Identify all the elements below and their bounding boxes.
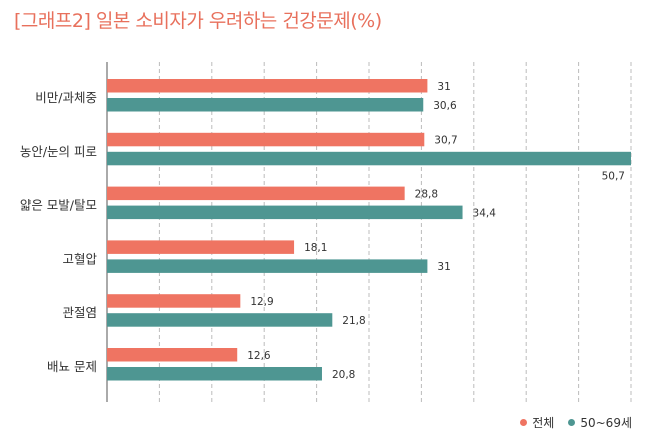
- data-label: 21,8: [342, 315, 365, 327]
- bar-all: [107, 79, 428, 93]
- data-label: 34,4: [473, 207, 497, 219]
- category-label: 농안/눈의 피로: [20, 144, 97, 159]
- data-label: 18,1: [304, 242, 327, 254]
- legend-swatch-age: [568, 419, 576, 426]
- data-label: 12,6: [247, 350, 271, 362]
- legend-label-all: 전체: [532, 416, 555, 430]
- category-label: 배뇨 문제: [47, 359, 97, 374]
- category-label: 고혈압: [62, 251, 97, 266]
- data-label: 12,9: [250, 296, 273, 308]
- bar-age: [107, 205, 463, 220]
- bar-all: [107, 240, 295, 254]
- data-label: 30,7: [434, 135, 457, 147]
- data-label: 28,8: [415, 188, 438, 200]
- legend-label-age: 50~69세: [580, 416, 632, 430]
- bar-age: [107, 313, 333, 327]
- bar-age: [107, 259, 428, 273]
- legend-item-age: 50~69세: [568, 414, 632, 431]
- bar-all: [107, 132, 425, 147]
- legend-swatch-all: [520, 419, 528, 426]
- data-label: 30,6: [433, 100, 457, 112]
- bar-age: [107, 151, 631, 166]
- bar-all: [107, 294, 241, 308]
- category-label: 얇은 모발/탈모: [20, 198, 97, 213]
- chart-title: [그래프2] 일본 소비자가 우려하는 건강문제(%): [14, 10, 382, 32]
- bar-all: [107, 348, 238, 362]
- category-label: 비만/과체중: [35, 90, 97, 105]
- data-label: 50,7: [602, 170, 625, 182]
- bar-all: [107, 186, 405, 201]
- category-label: 관절염: [62, 305, 97, 320]
- data-label: 31: [437, 81, 450, 93]
- data-label: 20,8: [332, 369, 355, 381]
- bar-age: [107, 98, 424, 112]
- bar-age: [107, 367, 322, 381]
- legend-item-all: 전체: [520, 414, 554, 431]
- legend: 전체 50~69세: [520, 414, 632, 431]
- data-label: 31: [437, 261, 450, 273]
